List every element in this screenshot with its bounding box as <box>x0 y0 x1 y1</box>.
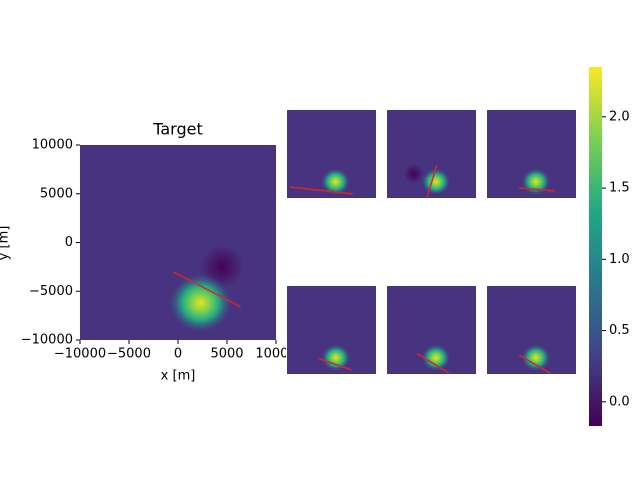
colorbar-tick-label: 0.5 <box>609 323 630 338</box>
fault-line <box>290 186 353 195</box>
colorbar-tick-label: 2.0 <box>609 109 630 124</box>
chart-title: Target <box>152 120 203 139</box>
fault-line <box>416 352 450 374</box>
heatmap <box>80 145 276 340</box>
x-tick-label: 5000 <box>210 347 243 362</box>
peak <box>321 168 350 195</box>
heatmap <box>387 286 476 374</box>
y-tick-label: −10000 <box>21 333 73 348</box>
colorbar <box>589 67 602 426</box>
fault-line <box>426 164 438 198</box>
fault-line <box>317 357 353 371</box>
y-tick-label: 0 <box>65 235 73 250</box>
peak <box>521 344 551 371</box>
x-tick-label: −5000 <box>107 347 151 362</box>
y-axis-label: y [m] <box>0 226 12 261</box>
fault-line <box>172 271 242 308</box>
x-axis-label: x [m] <box>161 369 196 384</box>
x-tick-label: 0 <box>174 347 182 362</box>
peak <box>421 344 451 371</box>
y-tick-label: −5000 <box>29 284 73 299</box>
fault-line <box>518 187 556 192</box>
trough <box>403 164 424 184</box>
peak <box>521 168 551 195</box>
peak <box>421 168 451 195</box>
heatmap <box>287 110 376 198</box>
heatmap <box>387 110 476 198</box>
x-tick-label: −10000 <box>54 347 106 362</box>
y-tick-label: 5000 <box>40 186 73 201</box>
heatmap <box>287 286 376 374</box>
heatmap <box>487 286 576 374</box>
colorbar-tick-label: 0.0 <box>609 394 630 409</box>
peak <box>321 344 351 371</box>
heatmap <box>487 110 576 198</box>
fault-line <box>518 354 551 374</box>
peak <box>169 273 232 333</box>
colorbar-tick-label: 1.0 <box>609 252 630 267</box>
y-tick-label: 10000 <box>32 138 73 153</box>
colorbar-tick-label: 1.5 <box>609 181 630 196</box>
